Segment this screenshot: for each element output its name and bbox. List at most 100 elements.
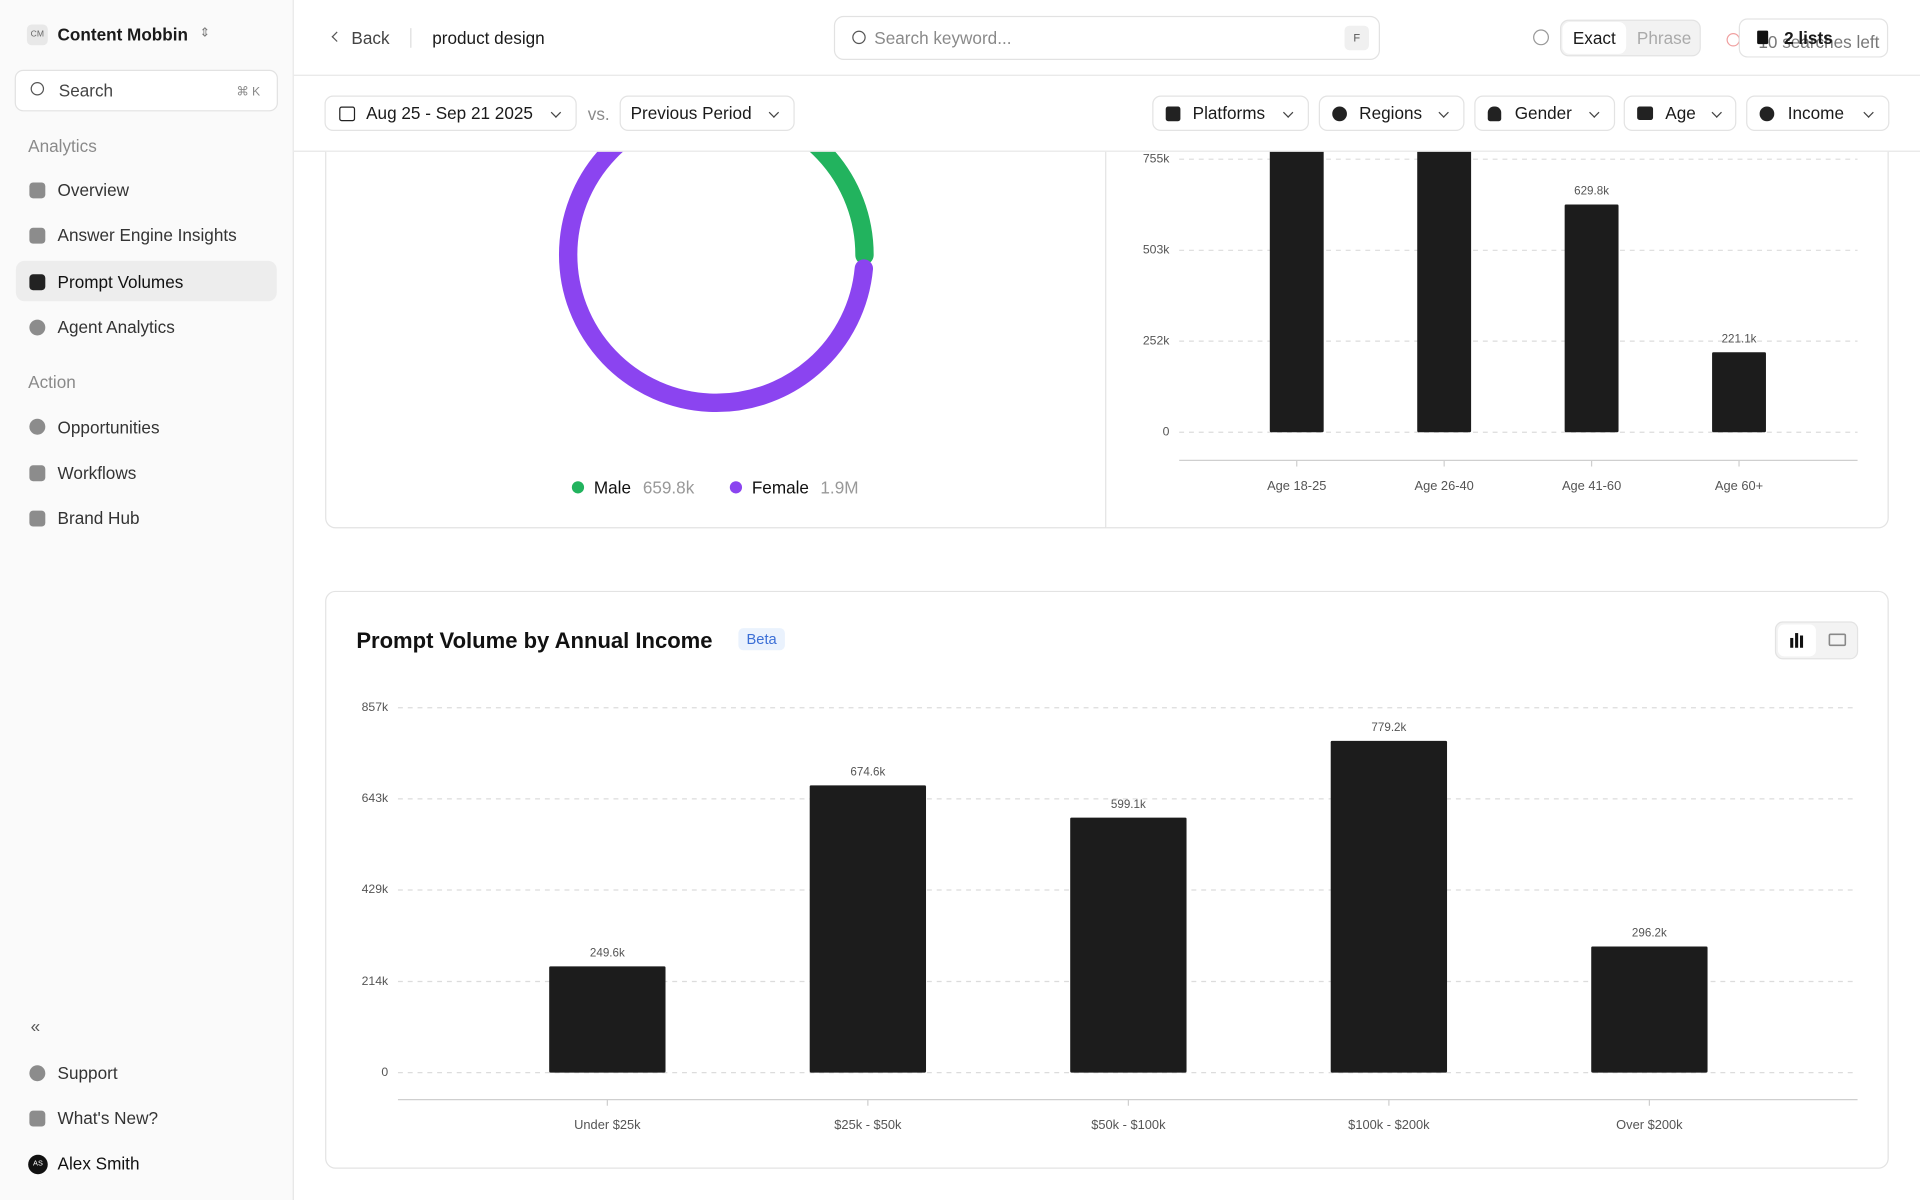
legend-label: Male bbox=[594, 477, 631, 497]
legend-value: 1.9M bbox=[820, 477, 858, 497]
badge bbox=[738, 628, 785, 651]
bar bbox=[1269, 151, 1324, 433]
keyword: product design bbox=[432, 28, 545, 48]
bar bbox=[1712, 352, 1766, 433]
vs-label: vs. bbox=[587, 104, 610, 124]
searches-left: 10 searches left bbox=[1758, 31, 1880, 52]
value-label: 779.2k bbox=[1371, 721, 1406, 734]
collapse-icon[interactable]: « bbox=[30, 1016, 41, 1036]
nav-item[interactable]: Opportunities bbox=[57, 417, 160, 438]
y-tick-label: 857k bbox=[362, 700, 389, 714]
topbar: Back product design Search keyword... F … bbox=[293, 0, 1920, 76]
badge-label: Beta bbox=[747, 632, 778, 648]
donut-segment bbox=[809, 151, 874, 265]
bar bbox=[1564, 204, 1619, 433]
search-label: Search bbox=[58, 80, 114, 101]
search-box[interactable]: Search ⌘ K bbox=[14, 69, 278, 112]
back-button[interactable]: Back bbox=[351, 28, 390, 48]
lists-label: 2 lists bbox=[1784, 28, 1833, 48]
match-toggle: Exact Phrase bbox=[1560, 19, 1701, 57]
nav-item[interactable]: Support bbox=[57, 1062, 118, 1083]
nav-item[interactable]: Answer Engine Insights bbox=[57, 225, 237, 245]
y-tick-label: 0 bbox=[381, 1065, 388, 1079]
y-tick-label: 755k bbox=[1143, 152, 1170, 166]
filter-button[interactable]: Regions bbox=[1318, 95, 1465, 132]
filter-label: Regions bbox=[1359, 102, 1423, 123]
workspace-name[interactable]: Content Mobbin bbox=[57, 24, 188, 45]
sidebar: CM Content Mobbin ⇕ Search ⌘ K Analytics… bbox=[0, 0, 294, 1200]
value-label: 296.2k bbox=[1632, 927, 1667, 940]
filter-label: Gender bbox=[1514, 102, 1572, 123]
x-tick-label: $25k - $50k bbox=[834, 1117, 902, 1132]
filter-label: Age bbox=[1665, 102, 1696, 123]
filter-label: Income bbox=[1787, 102, 1844, 123]
search-icon bbox=[30, 82, 45, 96]
bar bbox=[549, 966, 666, 1073]
keyword-search[interactable]: Search keyword... F bbox=[833, 15, 1381, 61]
shortcut: F bbox=[1344, 25, 1369, 51]
bar bbox=[1070, 817, 1187, 1073]
x-tick-label: Age 26-40 bbox=[1415, 478, 1474, 493]
chart-title: Prompt Volume by Annual Income bbox=[356, 628, 712, 653]
x-tick-label: Age 41-60 bbox=[1562, 478, 1621, 493]
x-tick-label: Age 60+ bbox=[1715, 478, 1763, 493]
section-title: Analytics bbox=[28, 135, 97, 156]
date-picker[interactable]: Aug 25 - Sep 21 2025 bbox=[324, 95, 577, 132]
shortcut: ⌘ K bbox=[236, 85, 261, 100]
value-label: 249.6k bbox=[590, 947, 625, 960]
y-tick-label: 643k bbox=[362, 791, 389, 805]
donut-segment bbox=[559, 151, 874, 412]
compare-label: Previous Period bbox=[630, 102, 752, 123]
y-tick-label: 429k bbox=[362, 882, 389, 896]
filter-bar: Aug 25 - Sep 21 2025 vs. Previous Period… bbox=[293, 75, 1920, 152]
filter-button[interactable]: Platforms bbox=[1152, 95, 1309, 132]
legend-dot bbox=[571, 481, 585, 494]
y-tick-label: 252k bbox=[1143, 333, 1170, 347]
x-tick-label: Age 18-25 bbox=[1267, 478, 1326, 493]
nav-item[interactable]: Brand Hub bbox=[57, 508, 140, 528]
lists-button[interactable]: 2 lists bbox=[1738, 18, 1889, 58]
x-tick-label: $100k - $200k bbox=[1348, 1117, 1430, 1132]
value-label: 674.6k bbox=[850, 766, 885, 779]
card bbox=[325, 151, 1889, 529]
date-label: Aug 25 - Sep 21 2025 bbox=[366, 102, 533, 123]
section-title: Action bbox=[28, 372, 76, 392]
y-tick-label: 214k bbox=[362, 974, 389, 988]
nav-item[interactable]: Prompt Volumes bbox=[57, 271, 184, 292]
nav-item[interactable]: What's New? bbox=[57, 1108, 158, 1128]
bar bbox=[1591, 946, 1708, 1073]
filter-button[interactable]: Income bbox=[1746, 95, 1890, 132]
user-name[interactable]: Alex Smith bbox=[57, 1153, 140, 1174]
match-option[interactable]: Exact bbox=[1562, 22, 1627, 54]
x-tick-label: Over $200k bbox=[1616, 1117, 1683, 1132]
nav-item[interactable]: Overview bbox=[57, 180, 130, 200]
avatar: AS bbox=[28, 1154, 48, 1175]
filter-button[interactable]: Gender bbox=[1474, 95, 1616, 132]
bar bbox=[1330, 740, 1448, 1073]
y-tick-label: 0 bbox=[1163, 424, 1170, 438]
search-placeholder: Search keyword... bbox=[874, 28, 1012, 48]
legend-dot bbox=[729, 481, 743, 494]
compare-picker[interactable]: Previous Period bbox=[619, 95, 795, 132]
nav-item[interactable]: Agent Analytics bbox=[57, 317, 175, 337]
switch-icon[interactable]: ⇕ bbox=[199, 26, 210, 41]
content: Prompt Volume by Annual Income Beta Male… bbox=[325, 151, 1889, 1169]
value-label: 599.1k bbox=[1111, 798, 1146, 811]
filter-button[interactable]: Age bbox=[1623, 95, 1737, 132]
nav-item[interactable]: Workflows bbox=[57, 462, 137, 483]
match-option[interactable]: Phrase bbox=[1636, 28, 1692, 48]
workspace-badge: CM bbox=[26, 24, 48, 46]
x-tick-label: Under $25k bbox=[574, 1117, 641, 1132]
info-icon[interactable] bbox=[1533, 29, 1549, 46]
legend-value: 659.8k bbox=[643, 477, 695, 497]
x-tick-label: $50k - $100k bbox=[1091, 1117, 1166, 1132]
legend-label: Female bbox=[752, 477, 809, 497]
active-item-bg bbox=[15, 260, 277, 302]
value-label: 221.1k bbox=[1722, 332, 1757, 345]
value-label: 629.8k bbox=[1574, 185, 1609, 198]
filter-label: Platforms bbox=[1192, 102, 1266, 123]
bar bbox=[1417, 151, 1472, 433]
bar bbox=[809, 785, 927, 1073]
